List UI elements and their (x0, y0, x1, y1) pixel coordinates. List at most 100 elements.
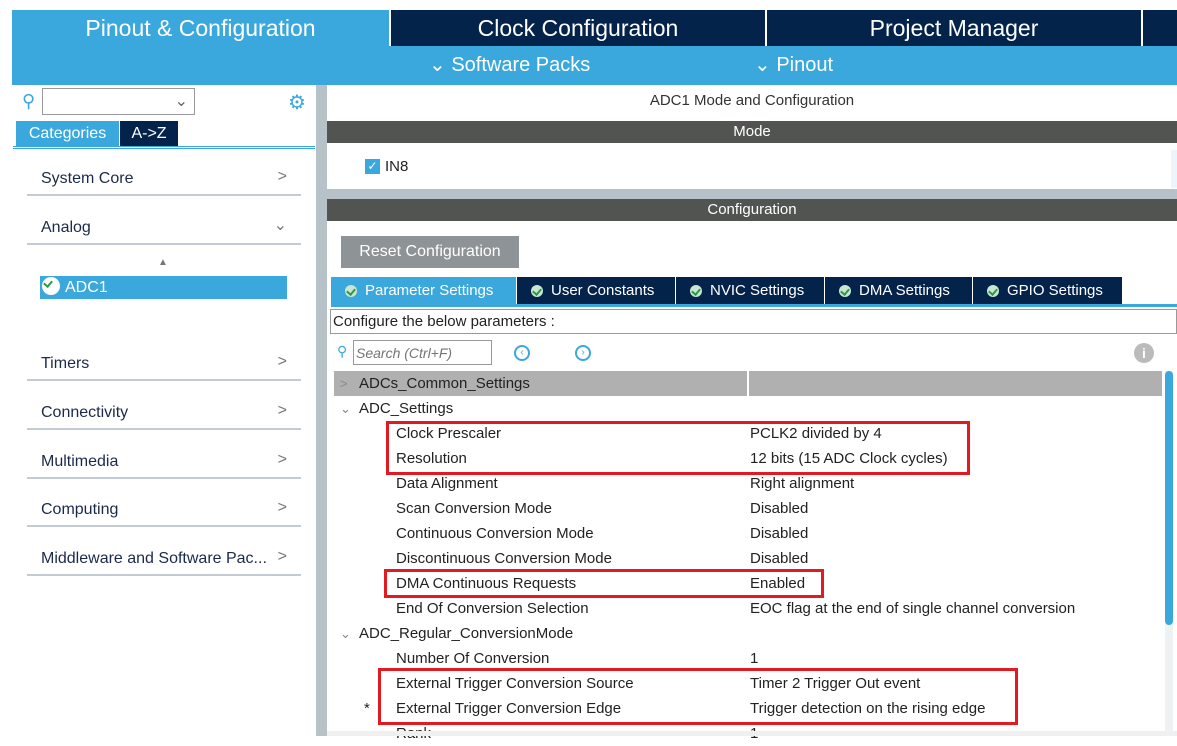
tab-label: GPIO Settings (1007, 282, 1103, 299)
parameter-value[interactable]: EOC flag at the end of single channel co… (750, 600, 1076, 617)
panel-splitter[interactable] (316, 85, 327, 736)
info-icon[interactable]: i (1134, 343, 1154, 363)
gear-icon[interactable]: ⚙ (288, 92, 306, 114)
scrollbar-thumb[interactable] (1165, 371, 1173, 625)
adc1-item[interactable]: ADC1 (40, 276, 287, 299)
in8-label: IN8 (385, 158, 409, 175)
tab-clock-configuration[interactable]: Clock Configuration (391, 10, 767, 46)
configure-label: Configure the below parameters : (330, 309, 1177, 334)
category-connectivity[interactable]: Connectivity > (27, 392, 301, 430)
parameter-row[interactable]: Resolution 12 bits (15 ADC Clock cycles) (334, 446, 1162, 471)
category-analog[interactable]: Analog ⌄ (27, 207, 301, 245)
in8-checkbox[interactable]: ✓ (365, 159, 380, 174)
chevron-right-icon: > (277, 353, 287, 370)
parameter-value[interactable]: Right alignment (750, 475, 855, 492)
section-splitter[interactable] (327, 189, 1177, 199)
tab-parameter-settings[interactable]: Parameter Settings (331, 277, 517, 304)
tab-a-z[interactable]: A->Z (120, 121, 178, 146)
parameter-label: External Trigger Conversion Edge (396, 700, 622, 717)
check-circle-icon (690, 284, 702, 297)
parameter-row[interactable]: Discontinuous Conversion Mode Disabled (334, 546, 1162, 571)
tab-nvic-settings[interactable]: NVIC Settings (676, 277, 825, 304)
parameter-value[interactable]: Disabled (750, 550, 809, 567)
pinout-label: Pinout (776, 54, 834, 76)
parameter-row[interactable]: End Of Conversion Selection EOC flag at t… (334, 596, 1162, 621)
page-title: ADC1 Mode and Configuration (649, 92, 855, 109)
tab-categories[interactable]: Categories (16, 121, 119, 146)
parameter-row[interactable]: External Trigger Conversion Source Timer … (334, 671, 1162, 696)
chevron-right-icon: > (277, 168, 287, 185)
parameter-label: Discontinuous Conversion Mode (396, 550, 612, 567)
category-system-core[interactable]: System Core > (27, 158, 301, 196)
parameter-value[interactable]: PCLK2 divided by 4 (750, 425, 882, 442)
tab-user-constants[interactable]: User Constants (517, 277, 676, 304)
check-circle-icon (839, 284, 851, 297)
category-computing[interactable]: Computing > (27, 489, 301, 527)
tab-gpio-settings[interactable]: GPIO Settings (973, 277, 1123, 304)
category-label: System Core (41, 170, 134, 187)
parameter-value[interactable]: 1 (750, 650, 759, 667)
configuration-header: Configuration (327, 199, 1177, 221)
parameter-group[interactable]: ⌄ ADC_Regular_ConversionMode (334, 621, 1162, 646)
software-packs-menu[interactable]: ⌄ Software Packs (429, 46, 590, 85)
next-icon[interactable]: › (575, 345, 591, 361)
tab-underline (13, 146, 315, 149)
scrollbar-track[interactable] (1165, 371, 1173, 736)
category-label: Timers (41, 355, 90, 372)
category-label: Multimedia (41, 453, 119, 470)
pinout-menu[interactable]: ⌄ Pinout (754, 46, 833, 85)
tab-label: NVIC Settings (710, 282, 805, 299)
parameter-row[interactable]: Continuous Conversion Mode Disabled (334, 521, 1162, 546)
sidebar-search-combo[interactable]: ⌄ (42, 88, 195, 115)
parameter-label: External Trigger Conversion Source (396, 675, 634, 692)
chevron-right-icon: > (277, 548, 287, 565)
parameter-value[interactable]: Enabled (750, 575, 806, 592)
sub-menu-bar: ⌄ Software Packs ⌄ Pinout (12, 46, 1177, 85)
parameter-value[interactable]: Timer 2 Trigger Out event (750, 675, 921, 692)
parameter-value[interactable]: 12 bits (15 ADC Clock cycles) (750, 450, 948, 467)
reset-configuration-button[interactable]: Reset Configuration (341, 236, 519, 268)
parameter-label: Scan Conversion Mode (396, 500, 552, 517)
highlight-box (386, 421, 970, 475)
parameter-value[interactable]: Disabled (750, 500, 809, 517)
tab-underline (331, 304, 1177, 307)
parameter-group[interactable]: > ADCs_Common_Settings (334, 371, 1162, 396)
parameter-row[interactable]: Clock Prescaler PCLK2 divided by 4 (334, 421, 1162, 446)
category-middleware[interactable]: Middleware and Software Pac... > (27, 538, 301, 576)
software-packs-label: Software Packs (451, 54, 591, 76)
category-label: Middleware and Software Pac... (41, 550, 267, 567)
tab-label: Parameter Settings (365, 282, 494, 299)
group-label: ADC_Settings (359, 400, 454, 417)
parameter-label: Resolution (396, 450, 467, 467)
sort-icon[interactable]: ▲ (158, 257, 168, 268)
tab-pinout-configuration[interactable]: Pinout & Configuration (12, 10, 391, 46)
chevron-down-icon: ⌄ (273, 217, 287, 234)
parameter-row[interactable]: * External Trigger Conversion Edge Trigger… (334, 696, 1162, 721)
search-icon: ⚲ (337, 343, 348, 359)
check-circle-icon (987, 284, 999, 297)
parameter-value[interactable]: Disabled (750, 525, 809, 542)
parameter-row[interactable]: Data Alignment Right alignment (334, 471, 1162, 496)
parameter-row[interactable]: Scan Conversion Mode Disabled (334, 496, 1162, 521)
parameter-search-input[interactable] (353, 340, 492, 365)
parameter-row[interactable]: Number Of Conversion 1 (334, 646, 1162, 671)
tab-tools[interactable] (1143, 10, 1177, 46)
tab-project-manager[interactable]: Project Manager (767, 10, 1143, 46)
mode-scrollbar[interactable] (1171, 150, 1177, 188)
tab-dma-settings[interactable]: DMA Settings (825, 277, 973, 304)
chevron-right-icon: > (277, 402, 287, 419)
chevron-down-icon: ⌄ (429, 54, 452, 76)
bottom-edge (327, 731, 1177, 736)
previous-icon[interactable]: ‹ (514, 345, 530, 361)
parameter-label: Continuous Conversion Mode (396, 525, 594, 542)
parameter-value[interactable]: Trigger detection on the rising edge (750, 700, 986, 717)
sidebar: ⚲ ⌄ ⚙ Categories A->Z System Core > Analo… (12, 85, 316, 736)
chevron-down-icon: ⌄ (174, 93, 188, 110)
chevron-down-icon: ⌄ (754, 54, 777, 76)
category-multimedia[interactable]: Multimedia > (27, 441, 301, 479)
highlight-box (384, 569, 824, 598)
parameter-row[interactable]: DMA Continuous Requests Enabled (334, 571, 1162, 596)
parameter-label: Number Of Conversion (396, 650, 550, 667)
category-timers[interactable]: Timers > (27, 343, 301, 381)
parameter-group[interactable]: ⌄ ADC_Settings (334, 396, 1162, 421)
